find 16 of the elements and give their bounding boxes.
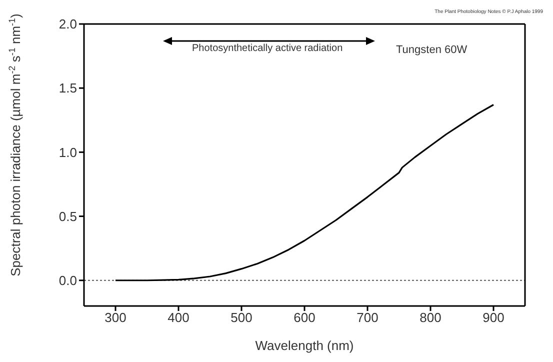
x-tick-label: 700 — [356, 310, 378, 326]
x-axis-title: Wavelength (nm) — [255, 338, 354, 353]
x-tick-label: 900 — [482, 310, 504, 326]
annotation: Tungsten 60W — [396, 44, 468, 56]
annotation: Photosynthetically active radiation — [192, 43, 343, 54]
x-tick-label: 600 — [294, 310, 316, 326]
x-tick-label: 500 — [230, 310, 252, 326]
y-tick-label: 2.0 — [58, 16, 77, 32]
x-tick-label: 800 — [420, 310, 442, 326]
y-tick-label: 0.0 — [58, 272, 77, 288]
y-tick-label: 1.0 — [58, 144, 77, 160]
y-tick-label: 1.5 — [58, 80, 77, 96]
x-tick-label: 300 — [104, 310, 126, 326]
y-tick-label: 0.5 — [58, 208, 77, 224]
line-series — [114, 104, 494, 282]
x-tick-label: 400 — [168, 310, 190, 326]
